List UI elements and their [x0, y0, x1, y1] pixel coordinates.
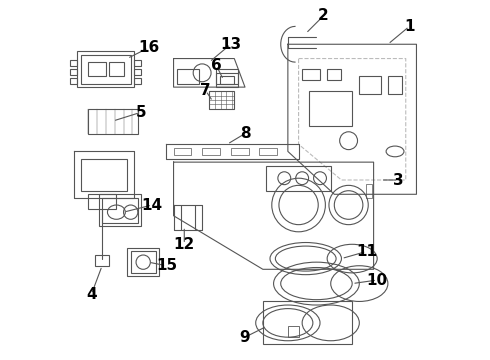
Bar: [309, 91, 352, 126]
Bar: [131, 251, 156, 273]
Bar: [98, 194, 142, 226]
Text: 5: 5: [136, 105, 147, 120]
Text: 8: 8: [240, 126, 250, 141]
Text: 10: 10: [367, 273, 388, 288]
Bar: [327, 69, 342, 80]
Bar: [88, 62, 106, 76]
Bar: [267, 166, 331, 191]
Bar: [173, 148, 192, 155]
Text: 11: 11: [356, 244, 377, 259]
Text: 4: 4: [86, 287, 97, 302]
Bar: [88, 194, 117, 208]
Bar: [134, 78, 142, 84]
Bar: [70, 69, 77, 75]
Text: 15: 15: [156, 258, 177, 273]
Bar: [95, 255, 109, 266]
Text: 14: 14: [142, 198, 163, 212]
Bar: [77, 51, 134, 87]
Bar: [70, 60, 77, 66]
Bar: [70, 78, 77, 84]
Bar: [217, 73, 238, 87]
Text: 6: 6: [211, 58, 222, 73]
Bar: [209, 91, 234, 109]
Bar: [263, 301, 352, 344]
Text: 13: 13: [220, 37, 241, 52]
Bar: [127, 248, 159, 276]
Text: 3: 3: [393, 172, 404, 188]
Bar: [134, 60, 142, 66]
Bar: [102, 198, 138, 223]
Bar: [81, 55, 131, 84]
Bar: [231, 148, 248, 155]
Bar: [177, 69, 198, 84]
Bar: [217, 69, 238, 84]
Bar: [134, 69, 142, 75]
Text: 9: 9: [240, 330, 250, 345]
Bar: [359, 76, 381, 94]
Bar: [388, 76, 402, 94]
Bar: [81, 158, 127, 191]
Bar: [367, 184, 372, 198]
Bar: [288, 327, 298, 337]
Bar: [259, 148, 277, 155]
Bar: [302, 69, 320, 80]
Bar: [202, 148, 220, 155]
Bar: [220, 76, 234, 84]
Text: 16: 16: [138, 40, 159, 55]
Bar: [88, 109, 138, 134]
Text: 7: 7: [200, 83, 211, 98]
Text: 2: 2: [318, 8, 329, 23]
Text: 1: 1: [404, 19, 415, 34]
Bar: [109, 62, 123, 76]
Text: 12: 12: [173, 237, 195, 252]
